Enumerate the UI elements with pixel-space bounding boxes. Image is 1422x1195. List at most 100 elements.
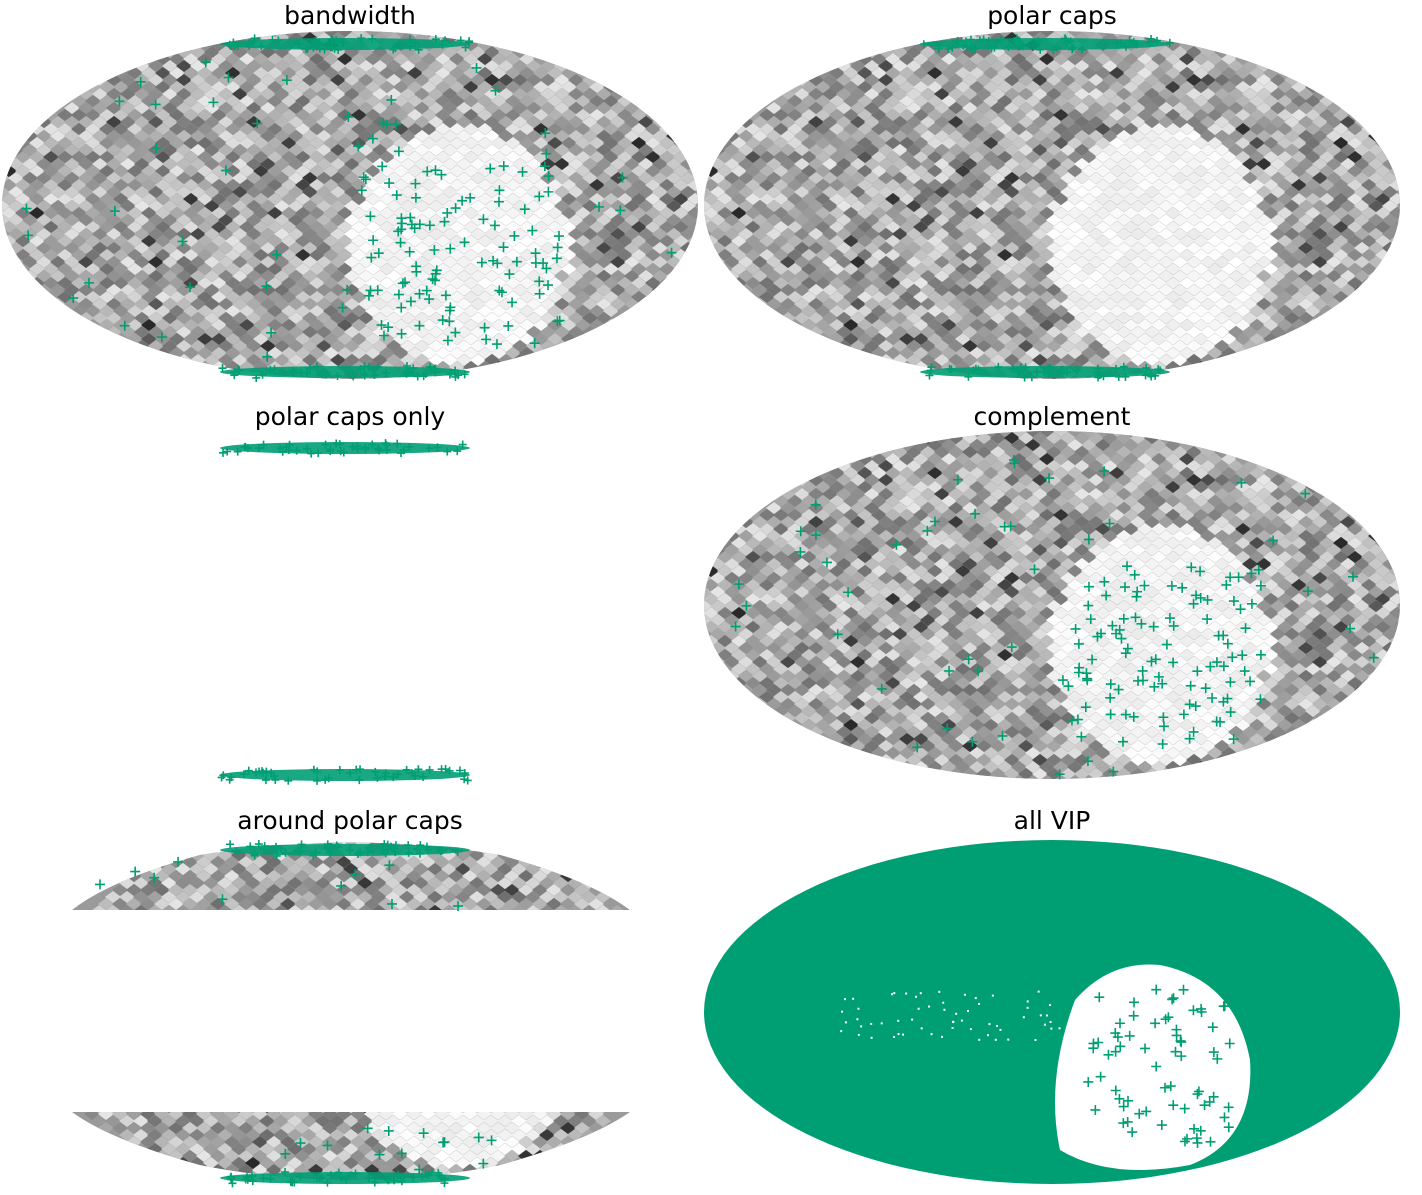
data-point-marker [450, 203, 461, 214]
data-point-marker [130, 866, 141, 877]
data-point-marker [1348, 571, 1359, 582]
data-point-marker [451, 366, 460, 375]
data-point-marker [1009, 454, 1020, 465]
data-point-marker [332, 841, 341, 850]
data-point-marker [1034, 37, 1043, 46]
data-point-marker [337, 1173, 346, 1182]
data-point-marker [345, 846, 354, 855]
data-point-marker [1093, 367, 1102, 376]
data-point-marker [434, 1171, 443, 1180]
data-point-marker [1207, 692, 1218, 703]
data-point-marker [1118, 613, 1129, 624]
data-point-marker [351, 1169, 360, 1178]
data-point-marker [507, 297, 518, 308]
data-point-marker [1225, 572, 1236, 583]
data-point-marker [1168, 620, 1179, 631]
data-point-marker [1120, 648, 1131, 659]
data-point-marker [1062, 38, 1071, 47]
data-point-marker [1004, 43, 1013, 52]
data-point-marker [433, 443, 442, 452]
gap-markers [1083, 984, 1239, 1148]
data-point-marker [1113, 684, 1124, 695]
data-point-marker [1195, 1125, 1206, 1136]
data-point-marker [1142, 363, 1151, 372]
data-point-marker [1150, 1018, 1161, 1029]
data-point-marker [310, 37, 319, 46]
data-point-marker [219, 771, 228, 780]
data-point-marker [381, 368, 390, 377]
data-point-marker [1137, 665, 1148, 676]
panel-title-all-vip: all VIP [1014, 806, 1091, 835]
data-point-marker [1006, 642, 1017, 653]
data-point-marker [1063, 681, 1074, 692]
data-point-marker [832, 629, 843, 640]
data-point-marker [1211, 657, 1222, 668]
data-point-marker [1146, 656, 1157, 667]
data-point-marker [1122, 1116, 1133, 1127]
data-point-marker [386, 94, 397, 105]
data-point-marker [1159, 1082, 1170, 1093]
data-point-marker [1076, 731, 1087, 742]
data-point-marker [1190, 701, 1201, 712]
data-point-marker [1228, 988, 1239, 999]
data-point-marker [405, 442, 414, 451]
data-point-marker [376, 320, 387, 331]
data-point-marker [1018, 42, 1027, 51]
data-point-marker [355, 776, 364, 785]
data-point-marker [1057, 675, 1068, 686]
data-point-marker [1208, 1091, 1219, 1102]
data-point-marker [422, 166, 433, 177]
data-point-marker [261, 281, 272, 292]
data-point-marker [1184, 733, 1195, 744]
data-point-marker [368, 440, 377, 449]
data-point-marker [1008, 364, 1017, 373]
data-point-marker [1189, 1123, 1200, 1134]
data-point-marker [396, 213, 407, 224]
data-point-marker [810, 530, 821, 541]
data-point-marker [292, 446, 301, 455]
data-point-marker [453, 447, 462, 456]
data-point-marker [1151, 984, 1162, 995]
data-point-marker [1170, 1046, 1181, 1057]
data-point-marker [288, 366, 297, 375]
data-point-marker [262, 351, 273, 362]
data-point-marker [1237, 650, 1248, 661]
data-point-marker [427, 1168, 436, 1177]
data-point-marker [271, 776, 280, 785]
data-point-marker [266, 1174, 275, 1183]
data-point-marker [1011, 36, 1020, 45]
data-point-marker [473, 1132, 484, 1143]
data-point-marker [272, 851, 281, 860]
data-point-marker [395, 237, 406, 248]
data-point-marker [1123, 1095, 1133, 1106]
data-point-marker [1095, 1071, 1106, 1082]
data-point-marker [458, 440, 467, 449]
panel-title-complement: complement [974, 402, 1131, 431]
data-point-marker [984, 36, 993, 45]
data-point-marker [478, 1158, 489, 1169]
data-point-marker [540, 128, 551, 139]
data-point-marker [368, 235, 379, 246]
data-point-marker [364, 1174, 373, 1183]
data-point-marker [114, 96, 125, 107]
data-point-marker [416, 841, 425, 850]
data-point-marker [397, 278, 408, 289]
data-point-marker [422, 842, 431, 851]
data-point-marker [952, 474, 963, 485]
data-point-marker [425, 765, 434, 774]
data-point-marker [334, 45, 343, 54]
data-point-marker [396, 328, 407, 339]
scatter-markers [94, 847, 464, 912]
data-point-marker [479, 322, 490, 333]
data-point-marker [336, 880, 347, 891]
data-point-marker [418, 1172, 427, 1181]
data-point-marker [241, 1175, 250, 1184]
data-point-marker [367, 133, 378, 144]
data-point-marker [332, 439, 341, 448]
data-point-marker [230, 371, 239, 380]
data-point-marker [274, 36, 283, 45]
data-point-marker [1192, 1089, 1203, 1100]
data-point-marker [947, 365, 956, 374]
data-point-marker [223, 72, 234, 83]
data-point-marker [465, 37, 474, 46]
